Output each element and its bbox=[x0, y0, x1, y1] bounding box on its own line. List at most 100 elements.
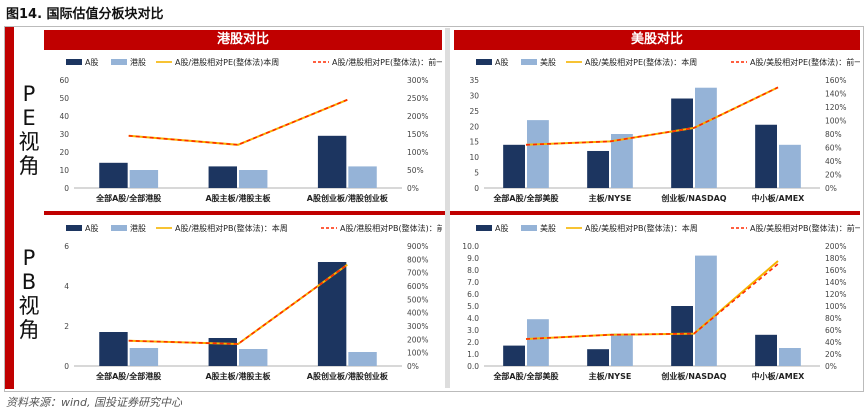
line-previous-week bbox=[525, 86, 779, 146]
legend-label: A股 bbox=[495, 58, 508, 67]
row-label-char: P bbox=[22, 82, 36, 106]
x-category-label: A股创业板/港股创业板 bbox=[307, 371, 389, 381]
row-separator bbox=[44, 211, 860, 215]
line-previous-week bbox=[128, 99, 348, 146]
column-header-hk: 港股对比 bbox=[44, 30, 442, 50]
column-separator bbox=[445, 28, 450, 388]
legend-swatch bbox=[66, 59, 82, 65]
bar-overseas bbox=[239, 170, 268, 188]
y-tick-label: 25 bbox=[469, 107, 479, 116]
y-tick-label: 10 bbox=[59, 166, 69, 175]
y2-tick-label: 140% bbox=[825, 278, 846, 287]
chart-panel-hk-pb: A股 港股 A股/港股相对PB(整体法)：本周 A股/港股相对PB(整体法)：前一周 0… bbox=[44, 218, 442, 388]
bar-a-share bbox=[317, 135, 347, 188]
legend-label: A股 bbox=[85, 224, 98, 233]
y2-tick-label: 100% bbox=[825, 302, 846, 311]
y-tick-label: 0.0 bbox=[467, 362, 479, 371]
y2-tick-label: 800% bbox=[407, 255, 428, 264]
bar-a-share bbox=[208, 338, 237, 366]
bar-a-share bbox=[99, 332, 128, 366]
y-tick-label: 8.0 bbox=[467, 266, 479, 275]
figure-title: 图14. 国际估值分板块对比 bbox=[6, 7, 164, 22]
bar-overseas bbox=[527, 319, 549, 366]
bar-a-share bbox=[99, 162, 128, 188]
legend-label: A股/港股相对PB(整体法)：前一周 bbox=[340, 223, 442, 233]
y2-tick-label: 0% bbox=[407, 184, 419, 193]
y2-tick-label: 200% bbox=[407, 335, 428, 344]
line-current-week bbox=[128, 263, 348, 346]
row-label-char: B bbox=[21, 270, 37, 294]
y-tick-label: 0 bbox=[474, 184, 479, 193]
bar-a-share bbox=[208, 166, 237, 188]
legend-label: A股 bbox=[85, 58, 98, 67]
x-category-label: 中小板/AMEX bbox=[752, 371, 806, 381]
chart-legend: A股 美股 A股/美股相对PE(整体法)：本周 A股/美股相对PE(整体法)：前一周 bbox=[476, 57, 860, 67]
bar-overseas bbox=[611, 333, 633, 366]
figure-frame bbox=[4, 26, 864, 392]
chart-legend: A股 港股 A股/港股相对PB(整体法)：本周 A股/港股相对PB(整体法)：前一周 bbox=[66, 223, 442, 233]
y2-tick-label: 100% bbox=[407, 349, 428, 358]
y2-tick-label: 300% bbox=[407, 322, 428, 331]
bar-overseas bbox=[695, 87, 717, 188]
chart-us-pe: A股 美股 A股/美股相对PE(整体法)：本周 A股/美股相对PE(整体法)：前一周 0… bbox=[469, 57, 860, 203]
y2-tick-label: 180% bbox=[825, 254, 846, 263]
y2-tick-label: 500% bbox=[407, 295, 428, 304]
y-tick-label: 0 bbox=[64, 184, 69, 193]
y-tick-label: 2 bbox=[64, 322, 69, 331]
bar-a-share bbox=[671, 98, 693, 188]
bar-a-share bbox=[755, 124, 777, 188]
y-tick-label: 6 bbox=[64, 242, 69, 251]
chart-panel-hk-pe: A股 港股 A股/港股相对PE(整体法)本周 A股/港股相对PE(整体法)：前一周 0 1… bbox=[44, 52, 442, 210]
bar-overseas bbox=[129, 170, 159, 188]
y-tick-label: 30 bbox=[59, 130, 69, 139]
row-label-bar bbox=[5, 27, 14, 389]
x-category-label: 中小板/AMEX bbox=[752, 193, 806, 203]
legend-label: A股/港股相对PE(整体法)本周 bbox=[175, 57, 279, 67]
y2-tick-label: 80% bbox=[825, 130, 842, 139]
line-current-week bbox=[128, 98, 348, 146]
y2-tick-label: 50% bbox=[407, 166, 424, 175]
y2-tick-label: 900% bbox=[407, 242, 428, 251]
line-current-week bbox=[525, 260, 779, 340]
source-note: 资料来源：wind, 国投证券研究中心 bbox=[6, 396, 182, 409]
y2-tick-label: 40% bbox=[825, 157, 842, 166]
legend-label: 美股 bbox=[540, 57, 556, 67]
legend-swatch bbox=[66, 225, 82, 231]
bar-overseas bbox=[611, 134, 633, 188]
chart-panel-us-pe: A股 美股 A股/美股相对PE(整体法)：本周 A股/美股相对PE(整体法)：前一周 0… bbox=[454, 52, 860, 210]
y2-tick-label: 250% bbox=[407, 94, 428, 103]
legend-label: A股/港股相对PE(整体法)：前一周 bbox=[332, 57, 442, 67]
legend-swatch bbox=[521, 225, 537, 231]
chart-legend: A股 美股 A股/美股相对PB(整体法)：本周 A股/美股相对PB(整体法)：前一周 bbox=[476, 223, 860, 233]
y-tick-label: 7.0 bbox=[467, 278, 479, 287]
y-tick-label: 0 bbox=[64, 362, 69, 371]
bar-overseas bbox=[348, 352, 377, 366]
legend-swatch bbox=[521, 59, 537, 65]
legend-label: A股/美股相对PB(整体法)：本周 bbox=[585, 223, 698, 233]
legend-label: 港股 bbox=[130, 57, 146, 67]
y-tick-label: 10 bbox=[469, 153, 479, 162]
y2-tick-label: 80% bbox=[825, 314, 842, 323]
bar-a-share bbox=[503, 345, 525, 366]
y-tick-label: 6.0 bbox=[467, 290, 479, 299]
x-category-label: 全部A股/全部港股 bbox=[95, 371, 161, 381]
bar-overseas bbox=[779, 348, 801, 366]
row-label-char: 角 bbox=[18, 154, 40, 178]
bar-overseas bbox=[239, 349, 268, 366]
bar-a-share bbox=[587, 349, 609, 366]
y-tick-label: 60 bbox=[59, 76, 69, 85]
bar-a-share bbox=[587, 150, 609, 188]
y2-tick-label: 0% bbox=[407, 362, 419, 371]
x-category-label: 全部A股/全部港股 bbox=[95, 193, 161, 203]
y-tick-label: 4 bbox=[64, 282, 69, 291]
bar-overseas bbox=[527, 120, 549, 188]
x-category-label: 创业板/NASDAQ bbox=[660, 371, 726, 381]
row-label-char: 角 bbox=[18, 318, 40, 342]
x-category-label: 主板/NYSE bbox=[589, 193, 632, 203]
bar-overseas bbox=[779, 144, 801, 188]
x-category-label: A股创业板/港股创业板 bbox=[307, 193, 389, 203]
y2-tick-label: 160% bbox=[825, 76, 846, 85]
row-label-char: P bbox=[22, 246, 36, 270]
y2-tick-label: 60% bbox=[825, 326, 842, 335]
x-category-label: 全部A股/全部美股 bbox=[492, 371, 558, 381]
